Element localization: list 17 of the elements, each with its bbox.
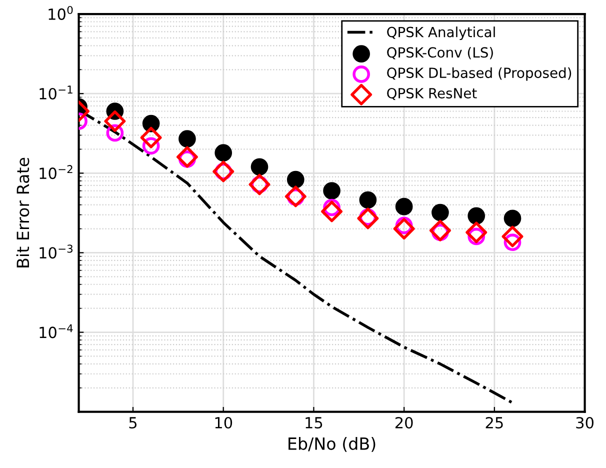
x-tick-label: 15 [306, 417, 322, 429]
legend-label: QPSK DL-based (Proposed) [387, 67, 572, 81]
x-axis-title: Eb/No (dB) [288, 437, 376, 452]
y-tick-label: 10$^{−2}$ [40, 165, 72, 180]
x-tick-label: 20 [395, 416, 413, 429]
legend-label: QPSK Analytical [387, 26, 495, 40]
x-tick-label: 25 [486, 416, 503, 429]
x-tick-label: 10 [215, 416, 232, 429]
y-axis-title: Bit Error Rate [16, 158, 30, 268]
x-tick-label: 5 [129, 417, 137, 429]
y-tick-label: 10$^{−3}$ [40, 244, 73, 259]
legend-label: QPSK-Conv (LS) [387, 46, 493, 60]
y-tick-label: 10$^{−1}$ [40, 86, 72, 100]
legend-label: QPSK ResNet [387, 88, 477, 100]
y-tick-label: 10$^{0}$ [48, 6, 73, 20]
x-tick-label: 30 [576, 416, 594, 429]
y-tick-label: 10$^{−4}$ [40, 324, 73, 338]
